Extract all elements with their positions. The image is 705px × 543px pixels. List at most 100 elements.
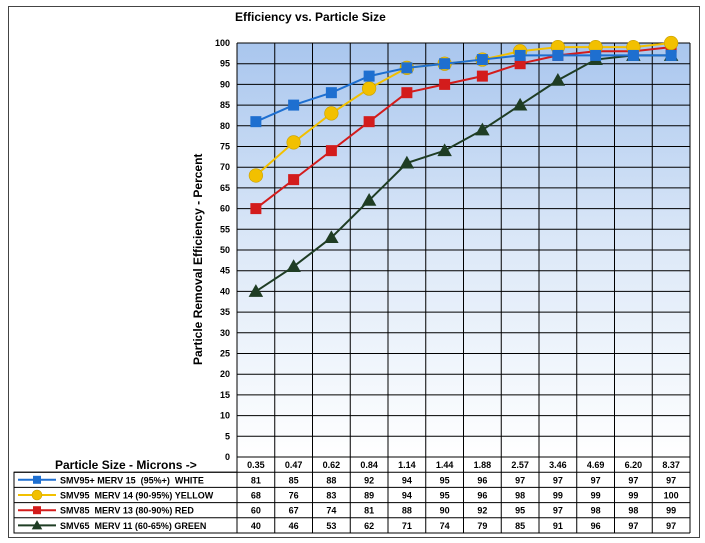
data-point [286,135,301,150]
table-cell-value: 71 [402,521,412,531]
x-tick-label: 3.46 [549,460,567,470]
table-cell-value: 53 [326,521,336,531]
table-cell-value: 95 [515,506,525,516]
table-cell-value: 76 [289,491,299,501]
table-cell-value: 88 [326,475,336,485]
y-tick-label: 45 [220,266,230,276]
table-cell-value: 74 [326,506,336,516]
y-tick-label: 70 [220,162,230,172]
table-cell-value: 94 [402,491,412,501]
data-point [363,116,375,128]
y-tick-label: 5 [225,431,230,441]
y-tick-label: 20 [220,369,230,379]
x-tick-label: 2.57 [511,460,529,470]
table-cell-value: 96 [591,521,601,531]
table-cell-value: 46 [289,521,299,531]
y-tick-label: 35 [220,307,230,317]
table-cell-value: 97 [666,521,676,531]
data-point [33,475,41,484]
series-line [255,54,672,123]
table-cell-value: 100 [664,491,679,501]
table-cell-value: 60 [251,506,261,516]
y-tick-label: 15 [220,390,230,400]
x-tick-label: 0.47 [285,460,303,470]
y-tick-label: 80 [220,121,230,131]
y-tick-label: 85 [220,100,230,110]
table-cell-value: 67 [289,506,299,516]
table-cell-value: 40 [251,521,261,531]
data-point [552,49,564,61]
data-point [324,106,339,121]
data-point [514,49,526,61]
table-cell-value: 99 [591,491,601,501]
table-cell-value: 74 [440,521,450,531]
data-point [248,284,264,297]
table-cell-value: 88 [402,506,412,516]
data-point [324,230,339,244]
data-point [248,168,263,183]
table-cell-value: 96 [477,475,487,485]
table-cell-value: 99 [666,506,676,516]
data-point [361,193,377,206]
chart-title: Efficiency vs. Particle Size [235,10,386,24]
y-tick-label: 60 [220,204,230,214]
table-cell-value: 99 [553,491,563,501]
data-point [439,78,451,90]
data-point [31,489,43,501]
y-tick-label: 40 [220,286,230,296]
table-cell-value: 97 [628,521,638,531]
table-cell-value: 94 [402,475,412,485]
data-point [476,54,488,66]
data-point [33,506,41,515]
y-tick-label: 65 [220,183,230,193]
data-point [401,62,413,74]
legend-label: SMV65 MERV 11 (60-65%) GREEN [60,521,206,531]
data-point [437,143,452,157]
data-point [664,35,679,51]
table-cell-value: 92 [477,506,487,516]
x-tick-label: 1.14 [398,460,416,470]
table-cell-value: 95 [440,475,450,485]
x-tick-label: 4.69 [587,460,605,470]
data-point [475,122,490,136]
data-point [288,99,300,111]
table-cell-value: 98 [515,491,525,501]
x-tick-label: 1.44 [436,460,454,470]
table-cell-value: 83 [326,491,336,501]
data-point [399,155,415,169]
table-cell-value: 98 [591,506,601,516]
x-tick-label: 0.35 [247,460,265,470]
table-cell-value: 97 [553,506,563,516]
table-cell-value: 90 [440,506,450,516]
data-point [476,70,488,82]
y-tick-label: 100 [215,38,230,48]
data-point [325,87,337,99]
table-cell-value: 79 [477,521,487,531]
x-axis-label: Particle Size - Microns -> [55,458,197,472]
table-cell-value: 98 [628,506,638,516]
y-tick-label: 55 [220,224,230,234]
data-point [31,520,43,530]
data-point [325,145,337,157]
y-tick-label: 30 [220,328,230,338]
x-tick-label: 6.20 [625,460,643,470]
x-tick-label: 8.37 [662,460,680,470]
table-cell-value: 92 [364,475,374,485]
legend-label: SMV95 MERV 14 (90-95%) YELLOW [60,491,214,501]
data-point [250,203,262,215]
data-point [512,97,528,111]
x-tick-label: 0.62 [323,460,341,470]
y-tick-label: 50 [220,245,230,255]
table-cell-value: 62 [364,521,374,531]
table-cell-value: 68 [251,491,261,501]
table-cell-value: 91 [553,521,563,531]
table-cell-value: 81 [251,475,261,485]
data-point [286,259,301,273]
table-cell-value: 99 [628,491,638,501]
legend-label: SMV95+ MERV 15 (95%+) WHITE [60,475,204,485]
y-tick-label: 10 [220,411,230,421]
table-cell-value: 85 [289,475,299,485]
x-tick-label: 0.84 [360,460,378,470]
table-cell-value: 97 [553,475,563,485]
data-point [439,58,451,70]
